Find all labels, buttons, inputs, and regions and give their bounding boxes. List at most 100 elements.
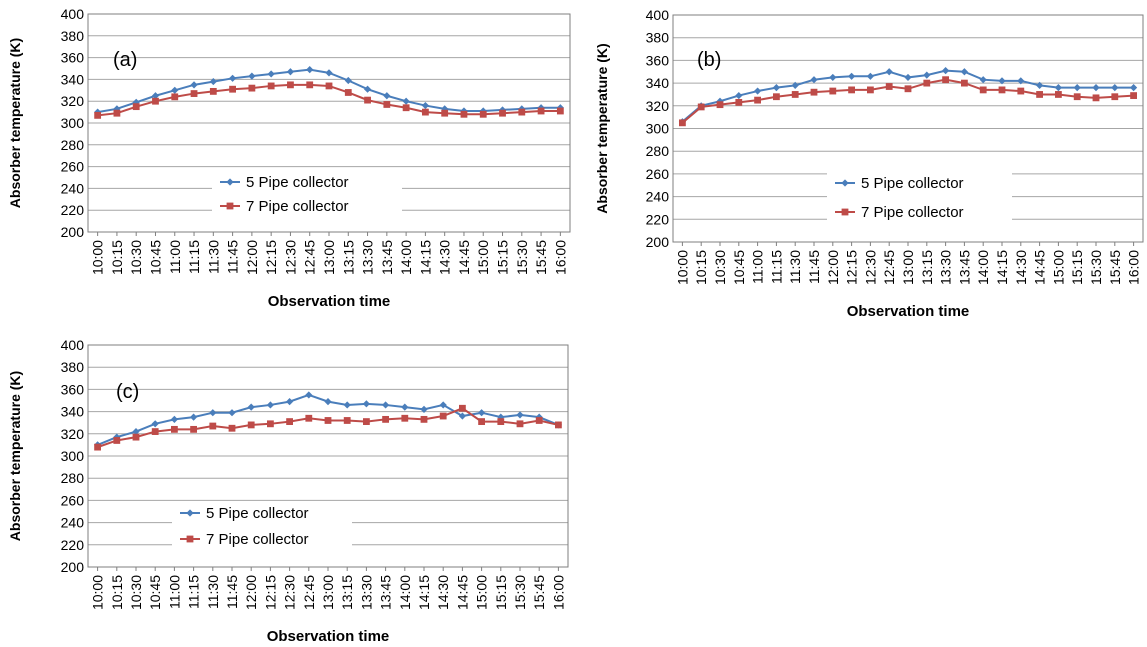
data-point (923, 71, 931, 79)
x-tick-label: 10:45 (147, 575, 163, 610)
data-point (94, 443, 101, 451)
data-point (518, 108, 526, 116)
y-tick-label: 400 (61, 6, 85, 22)
data-point (1092, 94, 1100, 102)
data-point (829, 87, 837, 95)
x-tick-label: 16:00 (550, 575, 566, 610)
y-tick-label: 220 (61, 537, 85, 553)
data-point (229, 74, 237, 82)
data-point (1036, 81, 1044, 89)
panel-label: (a) (113, 49, 137, 71)
legend-entry: 7 Pipe collector (835, 204, 964, 221)
data-point (306, 81, 314, 89)
data-point (499, 109, 506, 117)
data-point (904, 73, 912, 82)
legend-marker (186, 535, 194, 543)
data-point (113, 109, 121, 117)
x-tick-label: 12:00 (243, 575, 259, 610)
data-point (848, 72, 856, 80)
data-point (113, 105, 121, 113)
legend-marker (226, 178, 234, 186)
x-tick-label: 13:30 (358, 575, 374, 610)
data-point (679, 119, 686, 127)
y-tick-label: 360 (646, 52, 670, 68)
data-point (441, 109, 449, 117)
y-axis-title: Absorber temperature (K) (7, 38, 23, 208)
data-point (267, 70, 275, 78)
data-point (305, 414, 313, 422)
x-tick-label: 11:30 (205, 240, 221, 274)
y-tick-label: 340 (61, 404, 85, 420)
data-point (383, 101, 391, 108)
data-point (942, 67, 950, 75)
data-point (382, 401, 390, 409)
data-point (556, 107, 564, 115)
x-tick-label: 10:00 (674, 250, 690, 285)
legend-marker (226, 202, 234, 210)
data-point (422, 108, 429, 116)
y-tick-label: 380 (646, 30, 670, 46)
data-point (420, 415, 428, 423)
x-tick-label: 14:15 (416, 575, 432, 610)
data-point (772, 84, 780, 92)
y-tick-label: 300 (646, 121, 670, 137)
data-point (190, 413, 198, 421)
y-tick-label: 320 (61, 93, 85, 109)
data-point (1130, 84, 1138, 92)
data-point (735, 91, 743, 100)
x-tick-label: 14:30 (435, 575, 451, 610)
legend-label: 5 Pipe collector (206, 505, 309, 522)
data-point (555, 421, 562, 429)
data-point (885, 83, 893, 90)
series-2 (94, 404, 562, 451)
data-point (363, 418, 370, 425)
y-tick-label: 200 (646, 234, 670, 250)
data-point (132, 103, 140, 111)
x-tick-label: 12:30 (282, 240, 298, 275)
legend-background (172, 501, 352, 549)
x-tick-label: 14:00 (975, 250, 991, 285)
x-tick-label: 13:30 (938, 250, 954, 285)
data-point (402, 104, 410, 112)
data-point (979, 76, 987, 84)
data-point (383, 92, 391, 100)
x-tick-label: 13:30 (360, 240, 376, 275)
x-tick-label: 15:15 (495, 240, 511, 275)
x-tick-label: 11:15 (186, 575, 202, 609)
x-tick-label: 11:30 (205, 575, 221, 609)
data-point (152, 97, 159, 105)
x-tick-label: 13:45 (379, 240, 395, 275)
data-point (516, 420, 524, 428)
data-point (171, 86, 179, 94)
data-point (171, 93, 179, 101)
data-point (960, 68, 968, 76)
x-tick-label: 15:00 (475, 240, 491, 275)
data-point (343, 401, 351, 409)
legend-label: 5 Pipe collector (246, 174, 349, 191)
data-point (267, 420, 274, 428)
x-tick-label: 15:00 (474, 575, 490, 610)
data-point (791, 91, 799, 98)
x-tick-label: 14:45 (454, 575, 470, 610)
x-tick-label: 10:15 (109, 575, 125, 610)
x-tick-label: 12:00 (825, 250, 841, 285)
x-tick-label: 15:30 (1088, 250, 1104, 285)
x-tick-label: 15:45 (533, 240, 549, 275)
gridlines (88, 344, 568, 568)
y-tick-label: 240 (646, 189, 670, 205)
data-point (324, 398, 332, 406)
x-tick-label: 11:30 (787, 250, 803, 284)
data-point (209, 409, 217, 417)
data-point (535, 417, 543, 424)
data-point (132, 427, 140, 436)
y-tick-label: 340 (646, 75, 670, 91)
data-point (942, 76, 949, 84)
data-point (439, 401, 447, 409)
data-point (209, 77, 217, 86)
data-point (190, 425, 197, 433)
y-tick-label: 260 (61, 492, 85, 508)
data-point (1092, 84, 1100, 92)
legend-entry: 5 Pipe collector (835, 175, 964, 192)
